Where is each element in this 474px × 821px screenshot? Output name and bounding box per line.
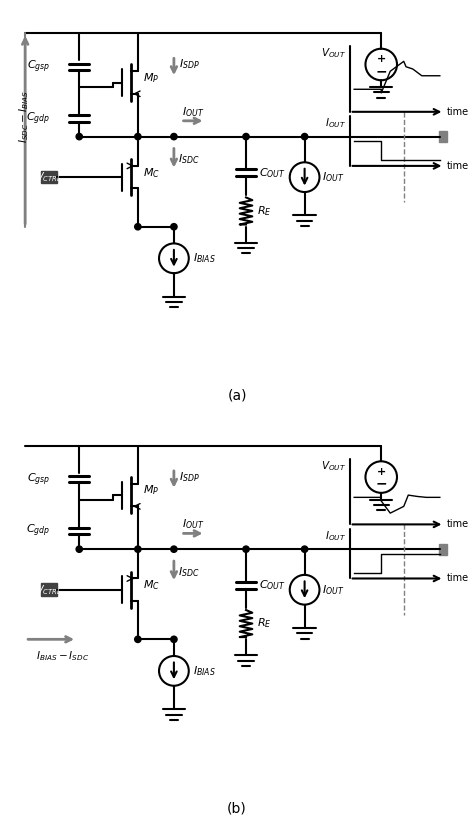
Circle shape [135, 134, 141, 140]
Text: M$_P$: M$_P$ [143, 484, 160, 498]
FancyBboxPatch shape [439, 131, 447, 142]
Text: $V_{OUT}$: $V_{OUT}$ [321, 459, 346, 473]
Circle shape [135, 636, 141, 643]
Circle shape [301, 134, 308, 140]
Text: time: time [447, 520, 469, 530]
Text: (b): (b) [227, 801, 247, 815]
Text: $I_{OUT}$: $I_{OUT}$ [325, 529, 346, 543]
Circle shape [243, 546, 249, 553]
Circle shape [171, 546, 177, 553]
Text: time: time [447, 107, 469, 117]
Text: −: − [375, 64, 387, 78]
Text: $R_E$: $R_E$ [257, 617, 272, 631]
FancyBboxPatch shape [439, 544, 447, 555]
Text: $C_{OUT}$: $C_{OUT}$ [259, 578, 285, 592]
Text: $V_{CTRL}$: $V_{CTRL}$ [36, 170, 62, 184]
Circle shape [171, 134, 177, 140]
Text: M$_C$: M$_C$ [143, 166, 160, 180]
Text: $I_{BIAS}$: $I_{BIAS}$ [193, 251, 216, 265]
Text: $C_{gdp}$: $C_{gdp}$ [26, 110, 50, 126]
Text: $V_{OUT}$: $V_{OUT}$ [321, 47, 346, 60]
Text: $I_{SDC}$: $I_{SDC}$ [178, 152, 200, 166]
Text: time: time [447, 574, 469, 584]
Text: $V_{CTRL}$: $V_{CTRL}$ [36, 583, 62, 597]
Text: $I_{SDC} - I_{BIAS}$: $I_{SDC} - I_{BIAS}$ [17, 89, 31, 143]
Text: $I_{SDP}$: $I_{SDP}$ [179, 57, 200, 71]
FancyBboxPatch shape [41, 584, 57, 596]
Text: $C_{OUT}$: $C_{OUT}$ [259, 166, 285, 180]
Text: $I_{OUT}$: $I_{OUT}$ [322, 583, 344, 597]
Text: $I_{BIAS} - I_{SDC}$: $I_{BIAS} - I_{SDC}$ [36, 649, 90, 663]
Circle shape [171, 636, 177, 643]
Circle shape [171, 223, 177, 230]
Text: $R_E$: $R_E$ [257, 204, 272, 218]
Circle shape [76, 546, 82, 553]
Text: $I_{BIAS}$: $I_{BIAS}$ [193, 664, 216, 678]
Text: +: + [377, 466, 386, 477]
Circle shape [301, 546, 308, 553]
Text: $I_{SDP}$: $I_{SDP}$ [179, 470, 200, 484]
Text: $I_{OUT}$: $I_{OUT}$ [322, 170, 344, 184]
Text: M$_C$: M$_C$ [143, 578, 160, 592]
Text: $C_{gdp}$: $C_{gdp}$ [26, 523, 50, 539]
Text: (a): (a) [227, 389, 247, 403]
FancyBboxPatch shape [41, 171, 57, 183]
Text: time: time [447, 161, 469, 171]
Text: $I_{OUT}$: $I_{OUT}$ [182, 105, 204, 119]
Circle shape [76, 134, 82, 140]
Text: $I_{OUT}$: $I_{OUT}$ [325, 117, 346, 130]
Text: +: + [377, 54, 386, 64]
Text: $I_{SDC}$: $I_{SDC}$ [178, 565, 200, 579]
Circle shape [243, 134, 249, 140]
Circle shape [135, 546, 141, 553]
Circle shape [135, 223, 141, 230]
Text: $C_{gsp}$: $C_{gsp}$ [27, 58, 50, 75]
Text: M$_P$: M$_P$ [143, 71, 160, 85]
Text: $I_{OUT}$: $I_{OUT}$ [182, 517, 204, 531]
Text: −: − [375, 477, 387, 491]
Text: $C_{gsp}$: $C_{gsp}$ [27, 471, 50, 488]
